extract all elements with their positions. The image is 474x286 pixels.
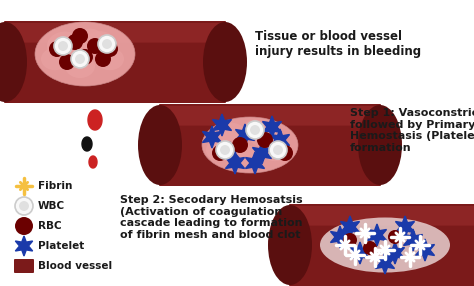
Circle shape xyxy=(246,121,264,139)
Polygon shape xyxy=(202,126,221,148)
Circle shape xyxy=(72,28,88,44)
FancyBboxPatch shape xyxy=(4,21,226,103)
Polygon shape xyxy=(367,224,386,246)
Ellipse shape xyxy=(249,122,281,148)
Polygon shape xyxy=(403,229,422,251)
Circle shape xyxy=(216,141,234,159)
Ellipse shape xyxy=(0,22,27,102)
Circle shape xyxy=(250,125,260,135)
Circle shape xyxy=(212,145,228,161)
Circle shape xyxy=(257,132,273,148)
Text: WBC: WBC xyxy=(38,201,65,211)
Ellipse shape xyxy=(84,31,116,57)
Ellipse shape xyxy=(206,139,234,161)
Ellipse shape xyxy=(96,48,124,70)
FancyBboxPatch shape xyxy=(161,106,379,126)
Ellipse shape xyxy=(230,145,260,169)
Text: Platelet: Platelet xyxy=(38,241,84,251)
Polygon shape xyxy=(385,242,404,264)
Circle shape xyxy=(95,51,111,67)
Polygon shape xyxy=(82,137,92,151)
Ellipse shape xyxy=(212,123,248,151)
FancyBboxPatch shape xyxy=(289,204,474,286)
Polygon shape xyxy=(340,216,359,238)
Polygon shape xyxy=(416,239,435,261)
Circle shape xyxy=(269,141,287,159)
Polygon shape xyxy=(88,110,102,130)
Ellipse shape xyxy=(261,139,289,161)
Circle shape xyxy=(77,49,93,65)
Text: Tissue or blood vessel
injury results in bleeding: Tissue or blood vessel injury results in… xyxy=(255,30,421,58)
Ellipse shape xyxy=(47,31,83,60)
Circle shape xyxy=(277,145,293,161)
Circle shape xyxy=(87,38,103,54)
Polygon shape xyxy=(350,242,370,264)
Circle shape xyxy=(54,37,72,55)
Ellipse shape xyxy=(65,54,95,78)
Circle shape xyxy=(59,54,75,70)
Circle shape xyxy=(102,39,112,49)
Ellipse shape xyxy=(320,217,450,273)
Circle shape xyxy=(67,34,83,50)
Polygon shape xyxy=(226,152,245,174)
Ellipse shape xyxy=(268,205,312,285)
Ellipse shape xyxy=(202,117,298,173)
Polygon shape xyxy=(15,236,33,256)
Circle shape xyxy=(15,197,33,215)
Circle shape xyxy=(75,54,85,64)
Ellipse shape xyxy=(41,48,69,70)
Circle shape xyxy=(388,230,402,244)
Ellipse shape xyxy=(77,29,103,49)
FancyBboxPatch shape xyxy=(6,23,224,43)
FancyBboxPatch shape xyxy=(159,104,381,186)
Ellipse shape xyxy=(242,120,268,140)
Polygon shape xyxy=(330,226,349,248)
Circle shape xyxy=(273,145,283,155)
Ellipse shape xyxy=(35,22,135,86)
Circle shape xyxy=(19,201,29,211)
Ellipse shape xyxy=(138,105,182,185)
Text: Fibrin: Fibrin xyxy=(38,181,73,191)
Circle shape xyxy=(98,35,116,53)
Circle shape xyxy=(71,50,89,68)
Polygon shape xyxy=(271,129,290,151)
FancyBboxPatch shape xyxy=(291,206,474,226)
Polygon shape xyxy=(236,124,255,146)
Polygon shape xyxy=(395,216,415,238)
Polygon shape xyxy=(246,152,264,174)
Circle shape xyxy=(363,241,377,255)
Polygon shape xyxy=(212,114,231,136)
Text: RBC: RBC xyxy=(38,221,62,231)
Circle shape xyxy=(343,233,357,247)
Circle shape xyxy=(220,145,230,155)
Polygon shape xyxy=(89,156,97,168)
Ellipse shape xyxy=(203,22,247,102)
Text: Step 2: Secodary Hemosatsis
(Activation of coagulation
cascade leading to format: Step 2: Secodary Hemosatsis (Activation … xyxy=(120,195,302,240)
Circle shape xyxy=(58,41,68,51)
FancyBboxPatch shape xyxy=(14,259,34,273)
Polygon shape xyxy=(253,142,272,164)
Circle shape xyxy=(15,217,33,235)
Circle shape xyxy=(49,41,65,57)
Polygon shape xyxy=(375,252,394,274)
Polygon shape xyxy=(263,116,282,138)
Text: Step 1: Vasoconstriction
followed by Primary
Hemostasis (Platelet plug
formation: Step 1: Vasoconstriction followed by Pri… xyxy=(350,108,474,153)
Polygon shape xyxy=(220,142,239,164)
Text: Blood vessel: Blood vessel xyxy=(38,261,112,271)
Circle shape xyxy=(232,137,248,153)
Circle shape xyxy=(102,41,118,57)
Ellipse shape xyxy=(358,105,402,185)
